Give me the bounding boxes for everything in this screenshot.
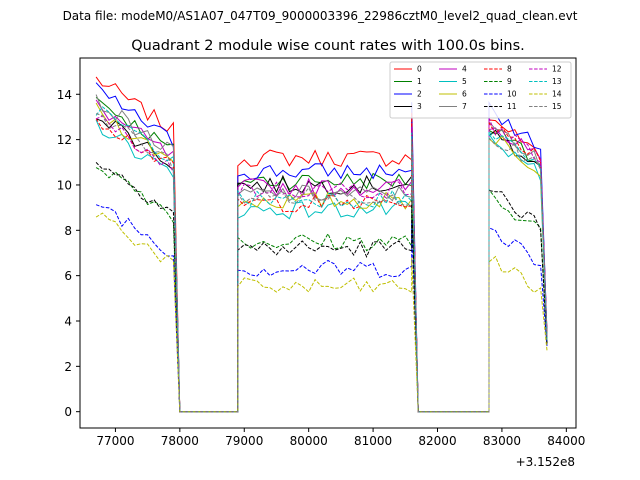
legend-label-2: 2: [417, 90, 422, 99]
legend-label-6: 6: [462, 90, 467, 99]
y-tick-label: 8: [64, 224, 72, 238]
x-tick-label: 82000: [418, 434, 456, 448]
y-tick-label: 0: [64, 405, 72, 419]
series-line-9: [95, 167, 548, 413]
series-line-10: [95, 204, 548, 413]
y-tick-label: 2: [64, 360, 72, 374]
series-line-4: [95, 99, 548, 413]
legend-label-13: 13: [552, 77, 562, 86]
x-axis: 77000 78000 79000 80000 81000 82000 83000 84000: [96, 428, 585, 448]
series-line-14: [95, 212, 548, 413]
legend-label-9: 9: [507, 77, 512, 86]
legend-label-12: 12: [552, 65, 562, 74]
figure-suptitle: Data file: modeM0/AS1A07_047T09_90000033…: [63, 9, 578, 23]
y-tick-label: 4: [64, 314, 72, 328]
y-tick-label: 12: [57, 133, 72, 147]
series-line-15: [95, 113, 548, 413]
legend-label-15: 15: [552, 102, 562, 111]
series-line-2: [95, 82, 548, 413]
plot-area: [95, 76, 548, 413]
chart-title: Quadrant 2 module wise count rates with …: [131, 38, 525, 54]
legend-label-14: 14: [552, 90, 562, 99]
legend-label-3: 3: [417, 102, 422, 111]
x-offset-label: +3.152e8: [516, 455, 575, 469]
x-tick-label: 81000: [354, 434, 392, 448]
legend-box: [389, 61, 572, 119]
series-line-1: [95, 97, 548, 413]
series-line-11: [95, 162, 548, 413]
legend-label-8: 8: [507, 65, 512, 74]
x-tick-label: 80000: [290, 434, 328, 448]
axes-frame: [79, 57, 577, 429]
series-line-12: [95, 115, 548, 413]
legend-label-0: 0: [417, 65, 422, 74]
legend-label-5: 5: [462, 77, 467, 86]
y-tick-label: 10: [57, 178, 72, 192]
y-axis: 0 2 4 6 8 10 12 14: [57, 88, 80, 419]
x-tick-label: 84000: [547, 434, 585, 448]
y-tick-label: 6: [64, 269, 72, 283]
x-tick-label: 77000: [96, 434, 134, 448]
y-tick-label: 14: [57, 88, 72, 102]
legend-label-7: 7: [462, 102, 467, 111]
legend-label-1: 1: [417, 77, 422, 86]
legend-label-10: 10: [507, 90, 517, 99]
series-line-8: [95, 112, 548, 413]
x-tick-label: 79000: [225, 434, 263, 448]
legend-label-4: 4: [462, 65, 467, 74]
x-tick-label: 78000: [161, 434, 199, 448]
legend-label-11: 11: [507, 102, 517, 111]
x-tick-label: 83000: [483, 434, 521, 448]
